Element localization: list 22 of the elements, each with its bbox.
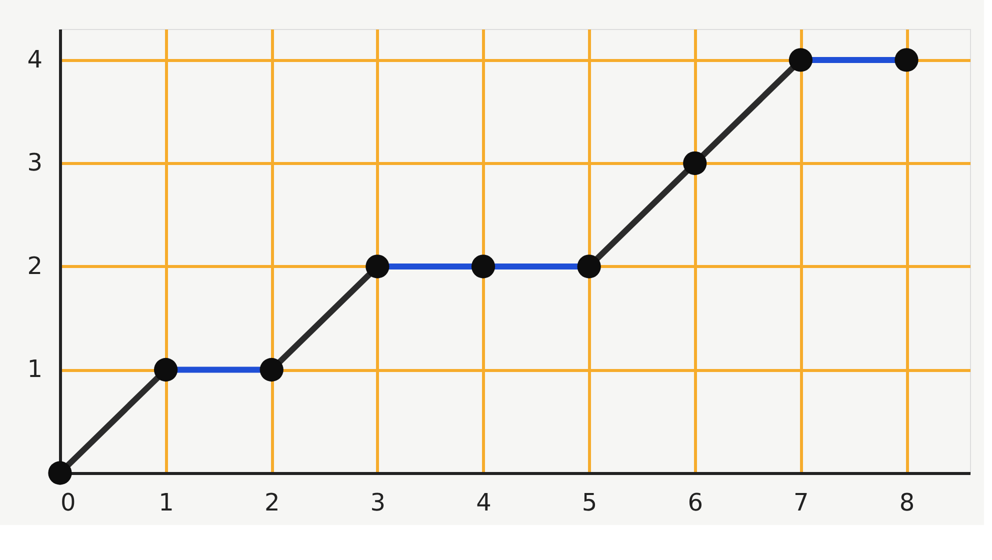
point <box>788 48 813 72</box>
x-tick-label: 3 <box>370 488 386 516</box>
x-tick-label: 6 <box>688 488 704 516</box>
point <box>48 461 72 485</box>
point <box>154 358 178 382</box>
x-tick-label: 7 <box>794 488 809 516</box>
point <box>577 254 601 278</box>
x-tick-label: 5 <box>582 488 598 516</box>
x-tick-label: 1 <box>158 488 174 516</box>
y-tick-label: 4 <box>27 45 42 74</box>
y-tick-label: 1 <box>27 355 42 384</box>
point <box>683 151 707 176</box>
point <box>260 358 284 382</box>
point <box>894 48 918 72</box>
point <box>366 254 390 278</box>
x-tick-label: 8 <box>899 488 915 516</box>
x-tick-label: 2 <box>264 488 280 516</box>
point <box>471 254 496 278</box>
y-tick-label: 3 <box>27 148 42 177</box>
x-tick-label: 0 <box>60 488 76 516</box>
x-tick-label: 4 <box>476 488 492 516</box>
y-tick-label: 2 <box>27 252 42 280</box>
